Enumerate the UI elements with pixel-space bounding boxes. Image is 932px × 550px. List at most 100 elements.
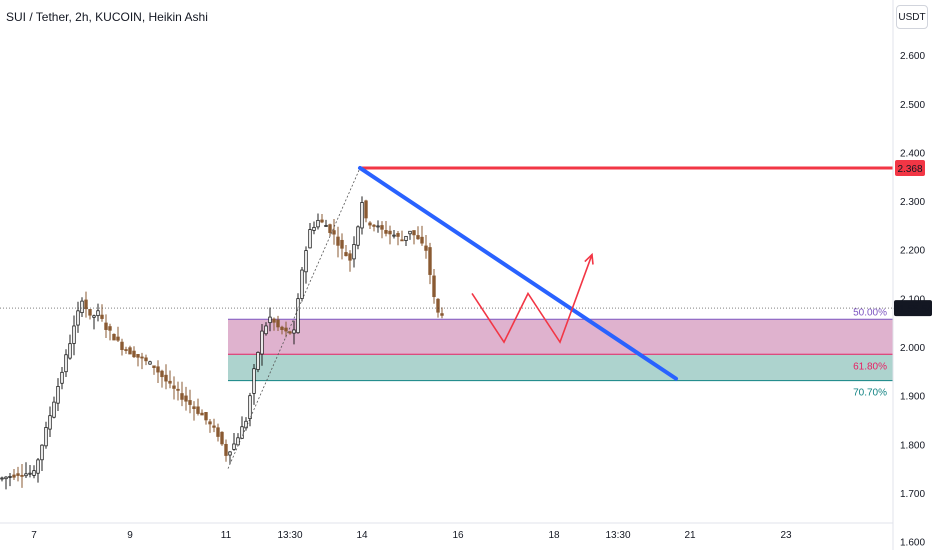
time-tick-label: 13:30 [277, 530, 302, 541]
candle-body [272, 318, 276, 323]
candle-body [192, 406, 196, 409]
candle-body [376, 225, 380, 228]
candle-body [428, 247, 432, 275]
candle-body [116, 336, 120, 341]
candle-body [20, 474, 24, 477]
candle-body [172, 385, 176, 389]
candle-body [232, 443, 236, 450]
candle-body [308, 229, 312, 249]
candle-body [372, 224, 376, 227]
price-tick-label: 2.500 [900, 100, 925, 111]
candle-body [352, 244, 356, 260]
candle-body [140, 356, 144, 359]
candle-body [148, 361, 152, 365]
candle-body [320, 219, 324, 223]
candle-body [336, 236, 340, 246]
candle-body [240, 426, 244, 439]
drawings [0, 165, 893, 469]
fib-zone-50-618 [228, 319, 893, 355]
chart-title: SUI / Tether, 2h, KUCOIN, Heikin Ashi [6, 10, 208, 24]
fib-label-1: 61.80% [853, 361, 887, 372]
time-axis: 7 9 11 13:30 14 16 18 13:30 21 23 [0, 522, 893, 541]
candle-body [184, 395, 188, 402]
candle-body [228, 451, 232, 456]
candle-body [408, 230, 412, 235]
price-tick-label: 2.300 [900, 197, 925, 208]
price-tick-label: 2.400 [900, 148, 925, 159]
candle-body [252, 368, 256, 394]
time-tick-label: 23 [780, 530, 792, 541]
candle-body [152, 365, 156, 369]
fib-label-0: 50.00% [853, 307, 887, 318]
resistance-price-tag [895, 159, 925, 176]
candles [0, 196, 444, 490]
candle-body [0, 477, 4, 480]
candle-body [12, 474, 16, 478]
trendline [358, 165, 678, 381]
fib-anchor-line [227, 167, 361, 469]
candle-body [412, 230, 416, 236]
candle-body [28, 472, 32, 475]
candle-body [332, 230, 336, 235]
candle-body [312, 226, 316, 231]
candle-body [380, 225, 384, 230]
candle-body [80, 300, 84, 314]
candle-body [16, 473, 20, 476]
time-tick-label: 9 [127, 530, 133, 541]
candle-body [176, 388, 180, 391]
candle-body [212, 425, 216, 428]
candle-body [40, 444, 44, 461]
time-tick-label: 18 [548, 530, 560, 541]
candle-body [436, 298, 440, 313]
candle-body [24, 473, 28, 477]
currency-button[interactable]: USDT [896, 5, 928, 29]
candle-body [420, 236, 424, 244]
price-tick-label: 1.800 [900, 440, 925, 451]
candle-body [88, 309, 92, 316]
candle-body [280, 326, 284, 330]
candle-body [216, 427, 220, 437]
candle-body [44, 427, 48, 447]
candle-body [340, 239, 344, 249]
candle-body [300, 269, 304, 299]
price-tick-label: 2.600 [900, 51, 925, 62]
fib-zones: 50.00% 61.80% 70.70% [228, 307, 893, 399]
candle-body [292, 329, 296, 334]
candle-body [236, 437, 240, 446]
candle-body [124, 349, 128, 351]
candle-body [296, 298, 300, 334]
candle-body [400, 239, 404, 242]
price-axis: 1.600 1.700 1.800 1.900 2.000 2.100 2.200 2.300… [892, 0, 932, 550]
time-tick-label: 7 [31, 530, 37, 541]
candle-body [392, 234, 396, 237]
time-tick-label: 11 [221, 530, 232, 541]
candle-body [164, 374, 168, 382]
candle-body [108, 326, 112, 331]
price-tick-label: 1.900 [900, 392, 925, 403]
candle-body [144, 357, 148, 362]
candle-body [128, 347, 132, 355]
candle-body [60, 371, 64, 384]
candle-body [84, 299, 88, 310]
candle-body [256, 351, 260, 370]
candle-body [288, 331, 292, 334]
countdown-label: 01:55:54 [894, 304, 932, 315]
candle-body [8, 476, 12, 478]
candle-body [324, 225, 328, 227]
candle-body [276, 319, 280, 328]
candle-body [136, 354, 140, 358]
candle-body [396, 233, 400, 237]
price-tick-label: 2.200 [900, 246, 925, 257]
price-tick-label: 2.000 [900, 343, 925, 354]
candle-body [264, 325, 268, 335]
candle-body [344, 252, 348, 257]
time-tick-label: 13:30 [605, 530, 630, 541]
candle-body [156, 366, 160, 373]
candle-body [368, 222, 372, 226]
price-tick-label: 1.700 [900, 489, 925, 500]
candle-body [56, 386, 60, 404]
projection-path [471, 254, 593, 344]
candle-body [432, 275, 436, 298]
candle-body [440, 313, 444, 316]
